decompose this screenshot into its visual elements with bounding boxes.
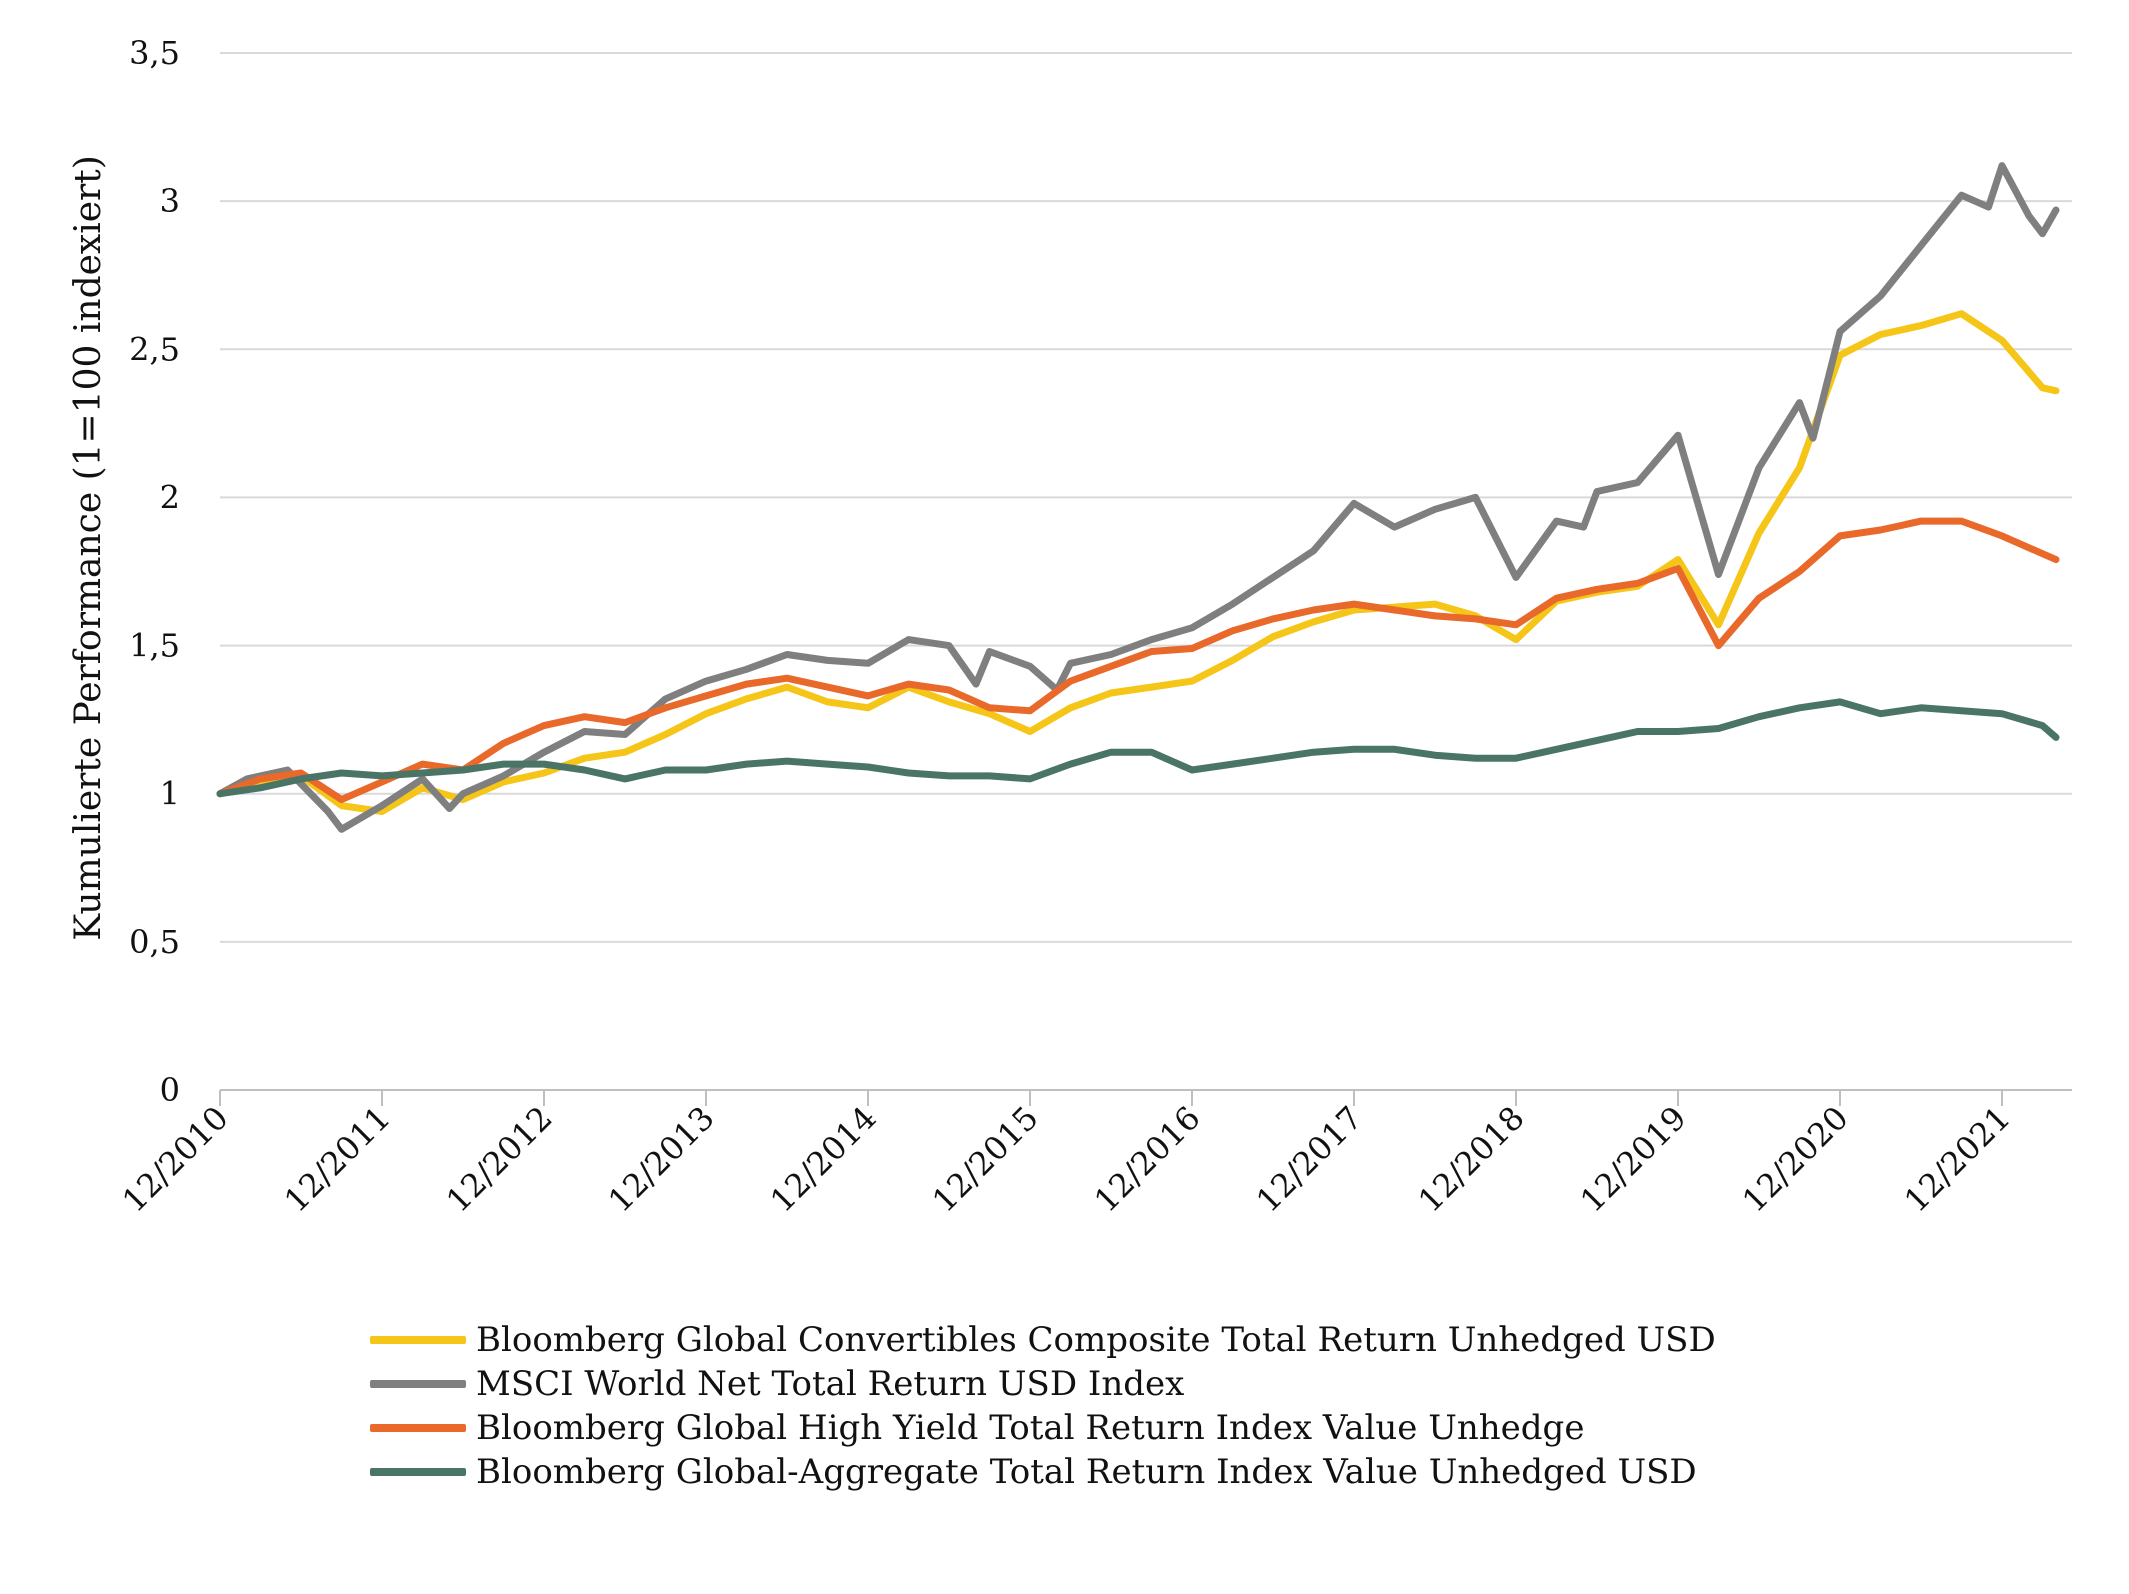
x-tick-label: 12/2016 xyxy=(1087,1099,1208,1220)
x-tick-label: 12/2021 xyxy=(1897,1099,2018,1220)
x-tick-label: 12/2017 xyxy=(1249,1099,1370,1220)
x-tick-label: 12/2019 xyxy=(1573,1099,1694,1220)
legend-item: Bloomberg Global-Aggregate Total Return … xyxy=(370,1450,1716,1494)
x-tick-label: 12/2018 xyxy=(1411,1099,1532,1220)
y-tick-label: 0 xyxy=(160,1071,180,1109)
legend-swatch xyxy=(370,1424,466,1432)
x-tick-label: 12/2010 xyxy=(115,1099,236,1220)
y-axis-label: Kumulierte Performance (1=100 indexiert) xyxy=(68,155,109,941)
legend-label: Bloomberg Global Convertibles Composite … xyxy=(476,1320,1716,1360)
y-tick-label: 1 xyxy=(160,775,180,813)
legend-label: Bloomberg Global High Yield Total Return… xyxy=(476,1408,1585,1448)
legend-swatch xyxy=(370,1336,466,1344)
x-tick-label: 12/2013 xyxy=(601,1099,722,1220)
series-line-3 xyxy=(216,517,2060,804)
y-tick-label: 2 xyxy=(160,478,180,516)
y-tick-label: 0,5 xyxy=(129,923,180,961)
legend: Bloomberg Global Convertibles Composite … xyxy=(370,1318,1716,1494)
y-tick-label: 2,5 xyxy=(129,330,180,368)
legend-label: MSCI World Net Total Return USD Index xyxy=(476,1364,1185,1404)
series-lines xyxy=(216,162,2060,833)
x-tick-label: 12/2020 xyxy=(1735,1099,1856,1220)
series-line-2 xyxy=(216,162,2060,833)
x-tick-label: 12/2015 xyxy=(925,1099,1046,1220)
x-tick-label: 12/2014 xyxy=(763,1099,884,1220)
x-tick-label: 12/2011 xyxy=(277,1099,398,1220)
legend-swatch xyxy=(370,1468,466,1476)
y-tick-label: 3,5 xyxy=(129,34,180,72)
series-line-1 xyxy=(216,310,2060,815)
x-axis-ticks: 12/2010 12/2011 12/2012 12/2013 12/2014 12/20… xyxy=(115,1090,2018,1220)
x-tick-label: 12/2012 xyxy=(439,1099,560,1220)
y-tick-label: 1,5 xyxy=(129,627,180,665)
legend-item: MSCI World Net Total Return USD Index xyxy=(370,1362,1716,1406)
legend-item: Bloomberg Global High Yield Total Return… xyxy=(370,1406,1716,1450)
series-line-4 xyxy=(216,698,2060,798)
legend-item: Bloomberg Global Convertibles Composite … xyxy=(370,1318,1716,1362)
y-axis-ticks: 0 0,5 1 1,5 2 2,5 3 3,5 xyxy=(129,34,180,1109)
gridlines xyxy=(220,52,2072,943)
y-tick-label: 3 xyxy=(160,182,180,220)
legend-swatch xyxy=(370,1380,466,1388)
legend-label: Bloomberg Global-Aggregate Total Return … xyxy=(476,1452,1697,1492)
